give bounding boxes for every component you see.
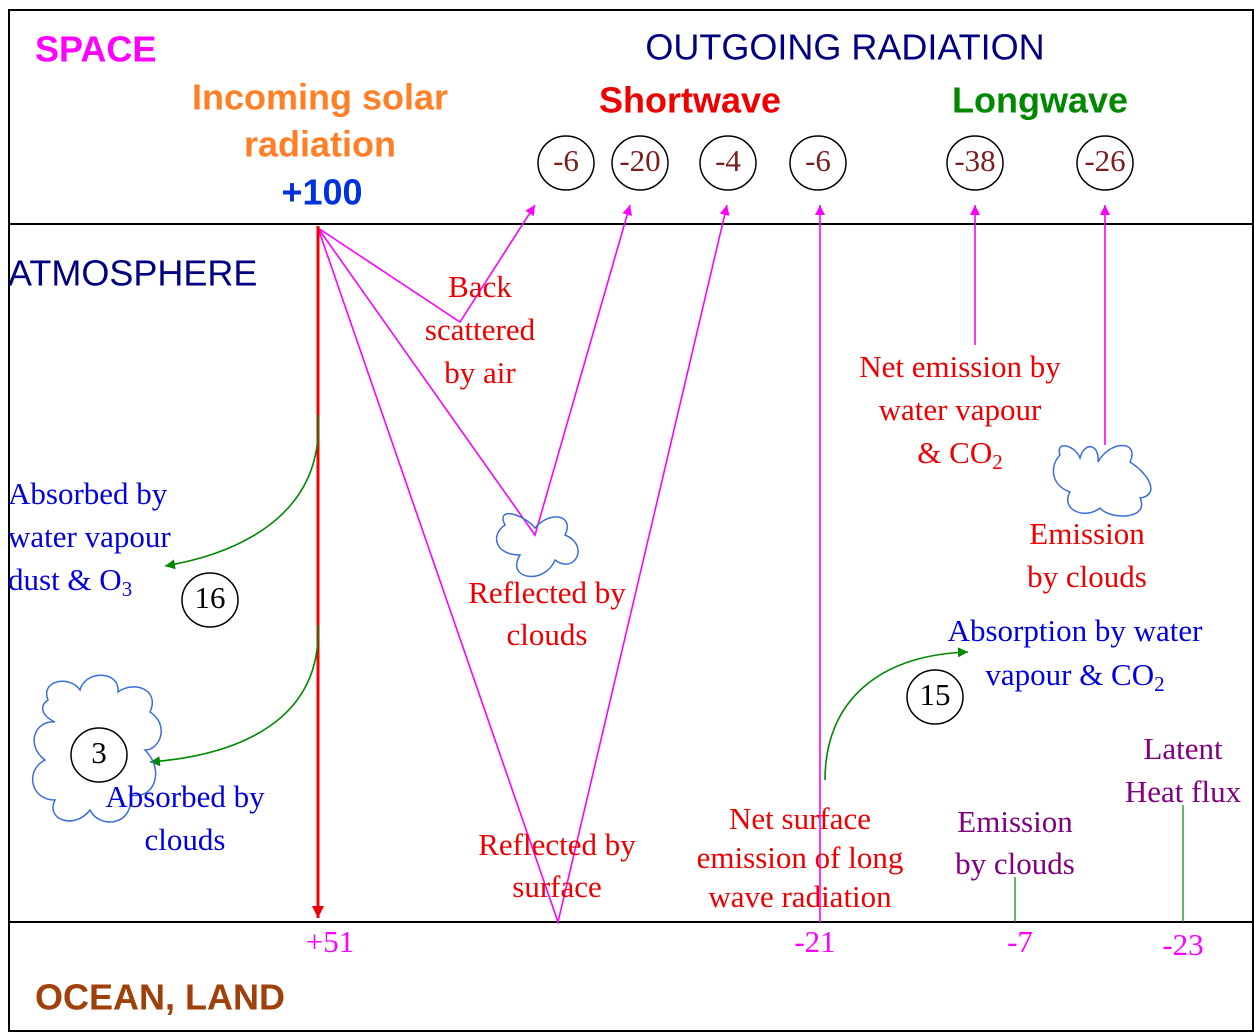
circle-value: -38	[954, 143, 995, 178]
surface-value: -23	[1162, 927, 1203, 962]
zone-label: ATMOSPHERE	[8, 253, 257, 294]
heading: Longwave	[952, 80, 1128, 121]
text-part: & CO	[917, 435, 992, 470]
subscript: 2	[1154, 672, 1165, 696]
label-line: Reflected by	[478, 827, 636, 862]
circle-value: -4	[715, 143, 741, 178]
text-part: vapour & CO	[985, 657, 1154, 692]
zone-label: SPACE	[35, 29, 156, 70]
label-line: surface	[512, 869, 602, 904]
subscript: 3	[122, 577, 133, 601]
zone-label: OCEAN, LAND	[35, 977, 285, 1018]
value-circle	[1076, 135, 1134, 191]
surface-value: +51	[306, 924, 354, 959]
label-line: emission of long	[697, 840, 904, 875]
label-line: Net emission by	[859, 349, 1061, 384]
text-part: dust & O	[8, 562, 122, 597]
cloud	[495, 512, 579, 577]
label-line: clouds	[507, 617, 588, 652]
curved-arrows	[149, 414, 1184, 922]
label-line: & CO2	[917, 435, 1002, 474]
arrow	[824, 647, 969, 781]
label-line: Reflected by	[468, 575, 626, 610]
label-line: Back	[448, 269, 512, 304]
value-circle	[181, 572, 239, 628]
label-line: water vapour	[879, 392, 1042, 427]
label-line: vapour & CO2	[985, 657, 1164, 696]
label-line: wave radiation	[708, 879, 892, 914]
value-circle	[70, 727, 128, 783]
heading: radiation	[244, 124, 396, 165]
label-line: by clouds	[955, 846, 1075, 881]
label-line: by clouds	[1027, 559, 1147, 594]
value-circle	[906, 669, 964, 725]
cloud	[31, 674, 162, 823]
label-line: Emission	[1029, 516, 1145, 551]
texts: SPACE ATMOSPHERE OCEAN, LAND OUTGOING RADIA…	[8, 27, 1242, 1018]
clouds	[31, 444, 1152, 823]
surface-value: -21	[794, 924, 835, 959]
frame	[8, 9, 1254, 1032]
arrow	[149, 624, 319, 767]
ray	[317, 204, 536, 324]
label-line: Absorbed by	[105, 779, 265, 814]
circle-value: -6	[805, 143, 831, 178]
label-line: Heat flux	[1125, 774, 1242, 809]
value-circle	[611, 135, 669, 191]
circle-value: -20	[619, 143, 660, 178]
ray	[317, 204, 633, 537]
label-line: Net surface	[729, 801, 871, 836]
circle-value: -26	[1084, 143, 1125, 178]
value-circle	[537, 135, 595, 191]
circle-value: 3	[91, 735, 107, 770]
label-line: clouds	[145, 822, 226, 857]
value-circle	[946, 135, 1004, 191]
label-line: by air	[444, 355, 516, 390]
arrow	[164, 414, 320, 570]
circle-value: 15	[920, 677, 951, 712]
surface-value: -7	[1007, 924, 1033, 959]
incoming-value: +100	[281, 172, 362, 213]
circle-value: 16	[195, 580, 226, 615]
circle-value: -6	[553, 143, 579, 178]
label-line: Absorption by water	[948, 613, 1204, 648]
value-circle	[699, 135, 757, 191]
label-line: scattered	[425, 312, 536, 347]
cloud	[1052, 444, 1152, 517]
label-line: dust & O3	[8, 562, 132, 601]
rays	[317, 204, 1110, 925]
label-line: Absorbed by	[8, 476, 168, 511]
heading: Incoming solar	[192, 77, 448, 118]
heading: OUTGOING RADIATION	[645, 27, 1044, 68]
label-line: Emission	[957, 804, 1073, 839]
heading: Shortwave	[599, 80, 781, 121]
ray	[317, 204, 730, 925]
label-line: Latent	[1143, 731, 1223, 766]
label-line: water vapour	[8, 519, 171, 554]
value-circle	[789, 135, 847, 191]
subscript: 2	[992, 450, 1003, 474]
